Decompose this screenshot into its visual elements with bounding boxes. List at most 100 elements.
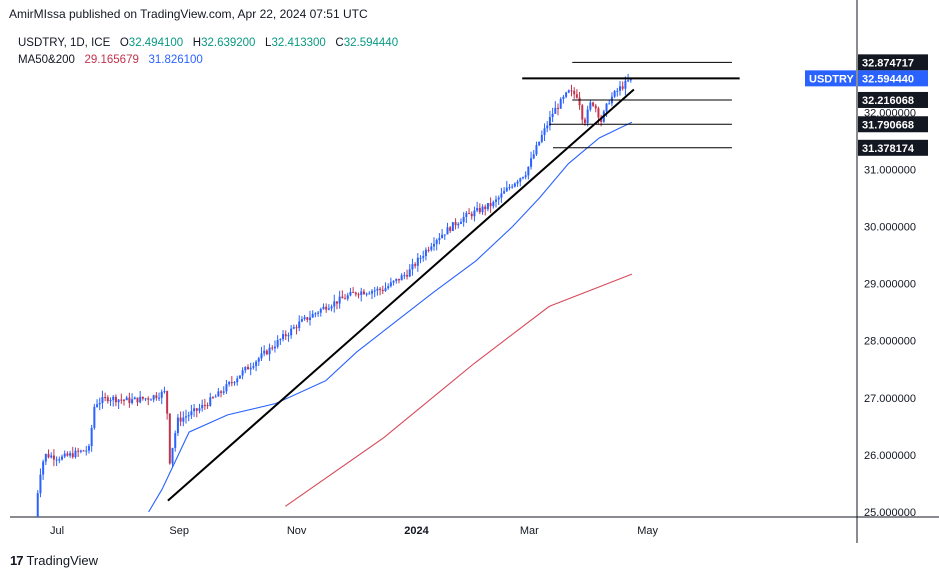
candle-body (211, 397, 214, 399)
ma50-value: 29.165679 (84, 54, 139, 66)
candle-body (203, 404, 206, 406)
candle-body (147, 398, 150, 400)
candle-body (174, 433, 177, 448)
price-tag: 31.378174 (858, 139, 928, 156)
x-tick-label: Sep (169, 525, 189, 537)
candle (389, 277, 392, 288)
plot-area (36, 73, 635, 517)
candle-body (468, 213, 471, 215)
candle-body (298, 321, 301, 329)
candle-body (357, 294, 360, 296)
candle-body (352, 291, 355, 293)
candle (79, 449, 82, 454)
candle-body (565, 92, 568, 97)
support-trendline (167, 88, 635, 502)
candle-body (508, 187, 511, 189)
candle (349, 287, 352, 297)
candle (616, 87, 619, 97)
candle (47, 449, 50, 459)
price-tag-box (858, 70, 928, 87)
candle-body (519, 178, 522, 182)
candle-body (101, 397, 104, 403)
candle (249, 362, 252, 376)
candle-body (187, 415, 190, 417)
candle (133, 396, 136, 400)
candle-body (619, 86, 622, 91)
y-tick-label: 30.000000 (864, 222, 916, 234)
candle-body (379, 288, 382, 290)
candle-body (438, 237, 441, 241)
candle-body (85, 450, 88, 452)
candle-body (419, 257, 422, 259)
candle-body (168, 413, 171, 464)
candle-body (505, 187, 508, 192)
candle (182, 411, 185, 427)
candle-body (58, 459, 61, 461)
candle-body (435, 240, 438, 244)
candle-body (311, 313, 314, 318)
candle-body (185, 416, 188, 418)
y-tick-label: 28.000000 (864, 336, 916, 348)
candle-body (125, 397, 128, 401)
candle (543, 123, 546, 141)
candle (168, 413, 171, 465)
candle (341, 290, 344, 299)
candle-body (559, 98, 562, 109)
y-tick-label: 26.000000 (864, 450, 916, 462)
candle (621, 81, 624, 91)
candle-body (516, 181, 519, 184)
candle-body (50, 455, 53, 458)
candle-body (335, 301, 338, 304)
candle (276, 335, 279, 349)
candle-body (443, 234, 446, 236)
candle-body (354, 292, 357, 295)
candle (52, 449, 55, 467)
candle (300, 316, 303, 323)
candle-body (287, 335, 290, 337)
ohlc-row: USDTRY, 1D, ICE O32.494100 H32.639200 L3… (18, 35, 398, 52)
candle (309, 310, 312, 326)
candle (90, 424, 93, 452)
candle (570, 84, 573, 97)
candle-body (333, 301, 336, 307)
candle-body (158, 397, 161, 399)
candle-body (255, 361, 258, 367)
candle-body (613, 91, 616, 97)
candle (414, 262, 417, 269)
candle (63, 450, 66, 459)
price-tag-box (805, 70, 856, 87)
candle (58, 456, 61, 464)
candle (149, 398, 152, 401)
candle (441, 229, 444, 239)
candle-body (392, 280, 395, 283)
candle-body (573, 90, 576, 95)
candle-body (79, 450, 82, 452)
candle (492, 200, 495, 209)
candle-body (427, 249, 430, 251)
candle-body (521, 177, 524, 179)
candle (338, 290, 341, 309)
candle-body (260, 353, 263, 359)
candle (85, 445, 88, 456)
candle (268, 343, 271, 361)
candle-body (123, 399, 126, 401)
candle (608, 100, 611, 105)
candle (295, 324, 298, 335)
candle (214, 394, 217, 398)
candle-body (114, 396, 117, 403)
candle (147, 396, 150, 406)
candle-body (319, 309, 322, 313)
candle-body (605, 103, 608, 112)
candle (193, 404, 196, 417)
candle-body (82, 450, 85, 452)
candle-body (128, 397, 131, 404)
candle (424, 247, 427, 261)
candle-body (489, 203, 492, 207)
candle (176, 414, 179, 436)
candle-body (198, 408, 201, 411)
y-tick-label: 27.000000 (864, 393, 916, 405)
price-tag-box (858, 139, 928, 156)
candle-body (93, 406, 96, 428)
candle (403, 272, 406, 280)
